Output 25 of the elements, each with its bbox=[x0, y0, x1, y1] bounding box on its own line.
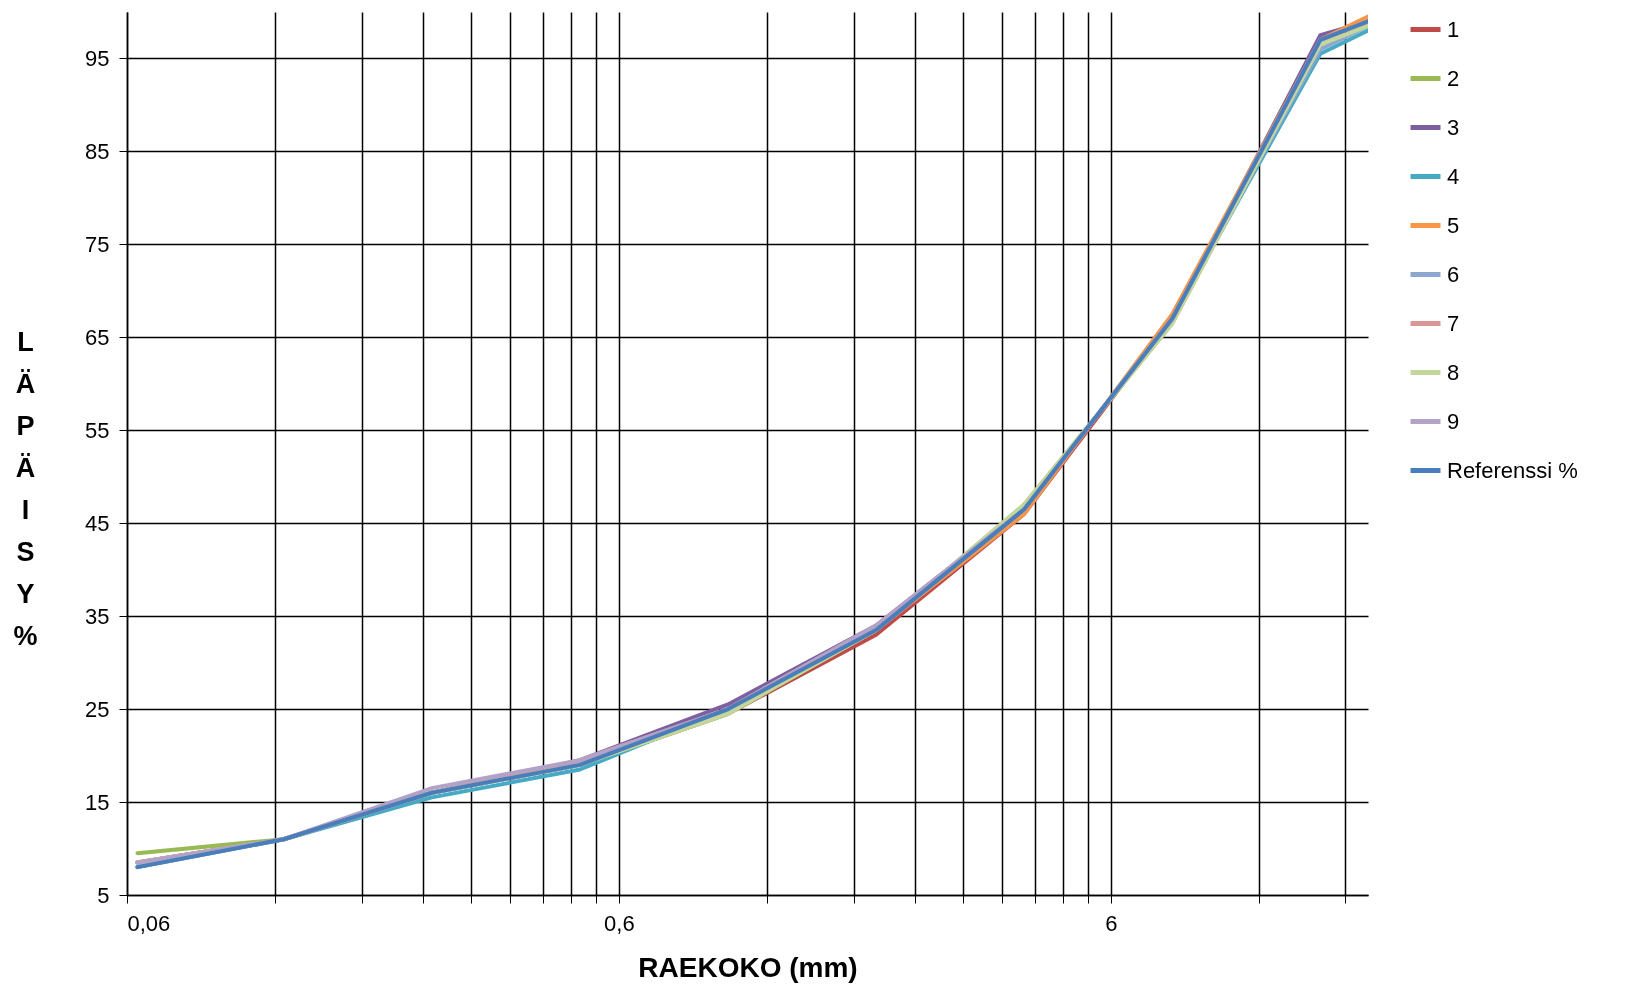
y-tick-label: 15 bbox=[85, 789, 110, 815]
y-tick-label: 95 bbox=[85, 45, 110, 71]
y-tick-label: 75 bbox=[85, 231, 110, 257]
y-tick-label: 25 bbox=[85, 696, 110, 722]
x-tick-label: 0,6 bbox=[604, 910, 635, 936]
x-axis-title: RAEKOKO (mm) bbox=[638, 951, 858, 983]
legend-label: Referenssi % bbox=[1447, 457, 1578, 483]
x-tick-label: 6 bbox=[1105, 910, 1118, 936]
legend-label: 5 bbox=[1447, 212, 1460, 238]
y-axis-title: LÄPÄISY % bbox=[13, 326, 38, 651]
legend-label: 7 bbox=[1447, 310, 1460, 336]
y-tick-label: 45 bbox=[85, 510, 110, 536]
legend-label: 6 bbox=[1447, 261, 1460, 287]
y-tick-label: 35 bbox=[85, 603, 110, 629]
x-tick-label: 0,06 bbox=[127, 910, 171, 936]
y-tick-label: 85 bbox=[85, 138, 110, 164]
y-tick-label: 65 bbox=[85, 324, 110, 350]
legend-label: 2 bbox=[1447, 65, 1460, 91]
legend-label: 4 bbox=[1447, 163, 1460, 189]
legend-label: 9 bbox=[1447, 408, 1460, 434]
legend-label: 3 bbox=[1447, 114, 1460, 140]
legend-label: 8 bbox=[1447, 359, 1460, 385]
y-tick-label: 55 bbox=[85, 417, 110, 443]
y-tick-label: 5 bbox=[97, 882, 110, 908]
legend-label: 1 bbox=[1447, 16, 1460, 42]
